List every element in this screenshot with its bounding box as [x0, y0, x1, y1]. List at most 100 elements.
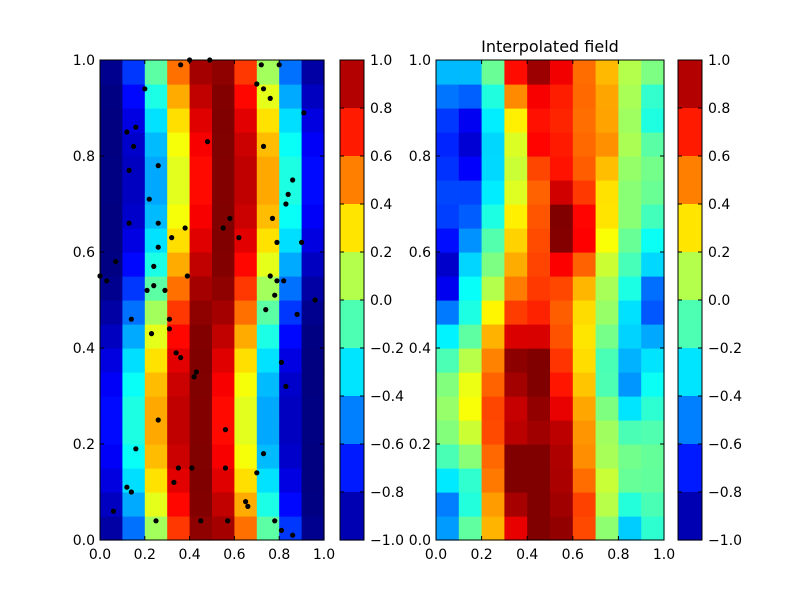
- heatmap-cell: [572, 156, 597, 181]
- heatmap-cell: [641, 444, 665, 469]
- heatmap-cell: [301, 132, 325, 157]
- heatmap-cell: [167, 516, 191, 541]
- sample-point: [272, 518, 278, 524]
- heatmap-cell: [595, 420, 619, 445]
- sample-point: [191, 374, 197, 380]
- colorbar-segment: [340, 300, 364, 349]
- heatmap-cell: [458, 276, 483, 301]
- heatmap-cell: [100, 396, 123, 421]
- colorbar-tick-label: 0.0: [370, 293, 392, 309]
- heatmap-cell: [100, 228, 123, 253]
- heatmap-cell: [144, 348, 168, 373]
- y-tick-label: 0.2: [73, 437, 95, 453]
- heatmap-cell: [144, 60, 168, 85]
- heatmap-cell: [189, 300, 213, 325]
- heatmap-cell: [458, 228, 483, 253]
- heatmap-cell: [279, 372, 303, 397]
- heatmap-cell: [100, 492, 123, 517]
- heatmap-cell: [550, 300, 574, 325]
- heatmap-cell: [572, 372, 597, 397]
- heatmap-cell: [301, 324, 325, 349]
- heatmap-cell: [527, 468, 551, 493]
- heatmap-cell: [256, 252, 280, 277]
- heatmap-cell: [100, 252, 123, 277]
- heatmap-cell: [481, 492, 505, 517]
- heatmap-cell: [641, 276, 665, 301]
- colorbar-segment: [678, 396, 702, 445]
- heatmap-cell: [100, 108, 123, 133]
- heatmap-cell: [301, 276, 325, 301]
- heatmap-cell: [189, 204, 213, 229]
- heatmap-cell: [481, 444, 505, 469]
- heatmap-cell: [458, 468, 483, 493]
- heatmap-cell: [167, 276, 191, 301]
- heatmap-cell: [279, 204, 303, 229]
- heatmap-cell: [279, 300, 303, 325]
- heatmap-cell: [234, 276, 258, 301]
- heatmap-cell: [527, 492, 551, 517]
- heatmap-cell: [550, 156, 574, 181]
- sample-point: [278, 527, 285, 534]
- heatmap-cell: [458, 180, 483, 205]
- heatmap-cell: [641, 228, 665, 253]
- colorbar-segment: [340, 204, 364, 253]
- heatmap-cell: [256, 468, 280, 493]
- x-tick-label: 0.4: [516, 547, 538, 563]
- heatmap-cell: [641, 372, 665, 397]
- heatmap-cell: [504, 396, 528, 421]
- heatmap-cell: [527, 396, 551, 421]
- heatmap-cell: [481, 420, 505, 445]
- left-colorbar-ticks: 1.0 0.8 0.6 0.4 0.2 0.0 −0.2 −0.4 −0.6 −0.8 −1.0: [340, 53, 404, 549]
- heatmap-cell: [100, 348, 123, 373]
- heatmap-cell: [527, 228, 551, 253]
- heatmap-cell: [256, 84, 280, 109]
- colorbar-tick-label: −0.4: [708, 389, 742, 405]
- heatmap-cell: [256, 228, 280, 253]
- heatmap-cell: [436, 108, 460, 133]
- left-heatmap: [100, 60, 325, 541]
- heatmap-cell: [458, 108, 483, 133]
- heatmap-cell: [144, 420, 168, 445]
- heatmap-cell: [279, 228, 303, 253]
- heatmap-cell: [481, 324, 505, 349]
- heatmap-cell: [189, 516, 213, 541]
- sample-point: [126, 220, 132, 226]
- heatmap-cell: [122, 516, 146, 541]
- heatmap-cell: [144, 252, 168, 277]
- heatmap-cell: [618, 60, 642, 85]
- heatmap-cell: [256, 324, 280, 349]
- sample-point: [243, 499, 249, 505]
- heatmap-cell: [641, 348, 665, 373]
- heatmap-cell: [641, 396, 665, 421]
- colorbar-segment: [340, 492, 364, 541]
- heatmap-cell: [279, 420, 303, 445]
- sample-point: [166, 326, 173, 332]
- sample-point: [153, 518, 159, 524]
- heatmap-cell: [100, 204, 123, 229]
- colorbar-segment: [340, 396, 364, 445]
- heatmap-cell: [122, 444, 146, 469]
- heatmap-cell: [618, 324, 642, 349]
- colorbar-tick-label: 0.0: [708, 293, 730, 309]
- heatmap-cell: [436, 396, 460, 421]
- heatmap-cell: [481, 252, 505, 277]
- heatmap-cell: [279, 348, 303, 373]
- sample-point: [285, 191, 291, 197]
- sample-point: [278, 359, 285, 365]
- heatmap-cell: [279, 492, 303, 517]
- heatmap-cell: [527, 252, 551, 277]
- left-x-ticks: 0.0 0.2 0.4 0.6 0.8 1.0: [89, 60, 335, 563]
- sample-point: [222, 465, 229, 471]
- heatmap-cell: [527, 276, 551, 301]
- y-tick-label: 0.2: [409, 437, 431, 453]
- colorbar-tick-label: 0.6: [370, 149, 392, 165]
- sample-point: [104, 278, 110, 284]
- heatmap-cell: [504, 300, 528, 325]
- sample-point: [283, 383, 289, 389]
- heatmap-cell: [618, 156, 642, 181]
- heatmap-cell: [234, 492, 258, 517]
- heatmap-cell: [504, 84, 528, 109]
- heatmap-cell: [436, 300, 460, 325]
- heatmap-cell: [504, 252, 528, 277]
- sample-point: [124, 129, 130, 135]
